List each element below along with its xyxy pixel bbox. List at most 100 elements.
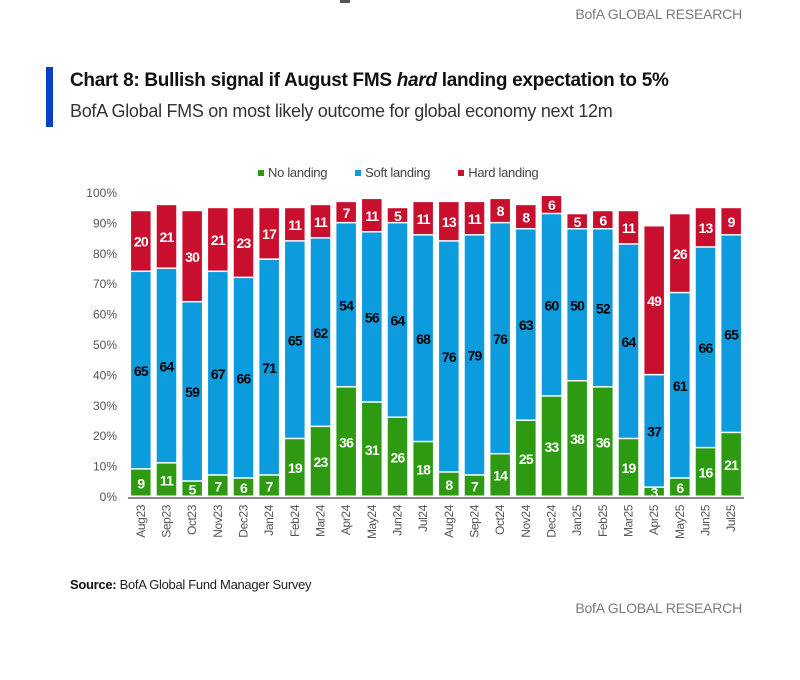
x-tick-label: Mar24	[314, 504, 328, 537]
bar-segment-soft-landing	[721, 235, 741, 432]
x-tick-label: Sep24	[468, 504, 482, 537]
bar-segment-soft-landing	[464, 235, 485, 475]
x-tick-label: Apr24	[339, 504, 353, 535]
legend-swatch-hard-landing	[458, 169, 465, 176]
title-accent-bar	[46, 67, 53, 127]
x-tick-label: Mar25	[622, 504, 636, 537]
data-label-no-landing: 3	[651, 484, 659, 500]
data-label-hard-landing: 30	[185, 249, 200, 265]
x-tick-label: Jul24	[416, 504, 430, 531]
legend-label-hard-landing: Hard landing	[468, 165, 539, 180]
footer-brand: BofA GLOBAL RESEARCH	[575, 600, 742, 616]
data-label-hard-landing: 11	[622, 220, 636, 236]
bar-segment-hard-landing	[490, 199, 510, 222]
bar-segment-no-landing	[310, 427, 331, 496]
data-label-hard-landing: 8	[497, 203, 505, 219]
bar-segment-soft-landing	[413, 235, 433, 441]
data-label-soft-landing: 37	[647, 424, 662, 440]
bar-segment-no-landing	[618, 439, 639, 496]
data-label-soft-landing: 71	[262, 360, 277, 376]
chart-subtitle: BofA Global FMS on most likely outcome f…	[70, 101, 613, 121]
data-label-no-landing: 16	[699, 465, 714, 481]
bar-segment-soft-landing	[695, 247, 716, 447]
data-label-hard-landing: 11	[468, 211, 482, 227]
x-tick-label: Oct23	[185, 504, 199, 535]
bar-segment-soft-landing	[644, 375, 664, 487]
bar-segment-soft-landing	[516, 229, 536, 420]
bar-segment-hard-landing	[387, 208, 408, 222]
legend-item-no-landing: No landing	[258, 165, 327, 180]
bar-segment-soft-landing	[259, 259, 279, 475]
data-label-soft-landing: 61	[673, 378, 688, 394]
data-label-soft-landing: 66	[699, 340, 714, 356]
data-label-hard-landing: 20	[134, 234, 149, 250]
bar-segment-soft-landing	[490, 223, 510, 453]
bar-segment-no-landing	[644, 487, 664, 496]
y-tick-label: 40%	[93, 368, 117, 382]
bar-segment-hard-landing	[670, 214, 690, 292]
bar-segment-no-landing	[336, 387, 356, 496]
x-tick-label: Nov23	[211, 504, 225, 537]
data-label-hard-landing: 13	[442, 214, 457, 230]
data-label-soft-landing: 52	[596, 301, 611, 317]
bar-segment-soft-landing	[182, 302, 202, 481]
x-tick-label: Dec23	[237, 504, 251, 537]
y-tick-label: 30%	[93, 399, 117, 413]
x-tick-label: Dec24	[545, 504, 559, 537]
bar-segment-no-landing	[593, 387, 613, 496]
title-suffix: landing expectation to 5%	[436, 70, 669, 91]
data-label-no-landing: 14	[493, 468, 508, 484]
x-tick-label: Feb25	[596, 504, 610, 537]
chart-legend: No landing Soft landing Hard landing	[258, 165, 539, 180]
data-label-hard-landing: 11	[288, 217, 302, 233]
title-emphasis: hard	[396, 70, 437, 91]
data-label-no-landing: 9	[137, 475, 145, 491]
bar-segment-soft-landing	[593, 229, 613, 387]
data-label-hard-landing: 11	[417, 211, 431, 227]
data-label-hard-landing: 26	[673, 246, 688, 262]
bar-segment-soft-landing	[670, 293, 690, 478]
bar-segment-hard-landing	[156, 205, 177, 268]
data-label-no-landing: 18	[416, 462, 431, 478]
x-tick-label: Nov24	[519, 504, 533, 537]
bar-segment-soft-landing	[208, 272, 228, 475]
data-label-soft-landing: 64	[391, 313, 406, 329]
data-label-soft-landing: 64	[160, 358, 175, 374]
source-label: Source:	[70, 577, 117, 592]
bar-segment-no-landing	[131, 469, 151, 496]
data-label-soft-landing: 62	[314, 325, 329, 341]
y-tick-label: 90%	[93, 216, 117, 230]
x-tick-label: Jan24	[262, 504, 276, 535]
y-tick-label: 60%	[93, 308, 117, 322]
data-label-hard-landing: 13	[699, 220, 714, 236]
bar-segment-soft-landing	[618, 244, 639, 438]
data-label-soft-landing: 59	[185, 384, 200, 400]
bar-segment-hard-landing	[208, 208, 228, 271]
legend-swatch-soft-landing	[355, 169, 362, 176]
bar-segment-hard-landing	[362, 199, 382, 232]
data-label-soft-landing: 68	[416, 331, 431, 347]
data-label-soft-landing: 76	[493, 331, 508, 347]
bar-segment-no-landing	[233, 478, 254, 496]
bar-segment-hard-landing	[464, 202, 485, 235]
x-tick-label: Feb24	[288, 504, 302, 537]
bar-segment-soft-landing	[362, 232, 382, 402]
bar-segment-soft-landing	[541, 214, 562, 396]
bar-segment-soft-landing	[285, 241, 305, 438]
x-tick-label: Aug24	[442, 504, 456, 537]
x-tick-label: Oct24	[493, 504, 507, 535]
bar-segment-no-landing	[439, 472, 459, 496]
data-label-no-landing: 7	[214, 478, 222, 494]
data-label-no-landing: 7	[471, 478, 479, 494]
data-label-no-landing: 19	[288, 460, 303, 476]
bar-segment-no-landing	[567, 381, 587, 496]
chart-title: Chart 8: Bullish signal if August FMS ha…	[70, 70, 669, 92]
x-tick-label: Jun24	[391, 504, 405, 535]
data-label-soft-landing: 65	[134, 363, 149, 379]
y-tick-label: 10%	[93, 460, 117, 474]
data-label-hard-landing: 11	[365, 208, 379, 224]
x-tick-label: Jan25	[570, 504, 584, 535]
title-prefix: Chart 8: Bullish signal if August FMS	[70, 70, 397, 91]
data-label-no-landing: 8	[445, 477, 453, 493]
